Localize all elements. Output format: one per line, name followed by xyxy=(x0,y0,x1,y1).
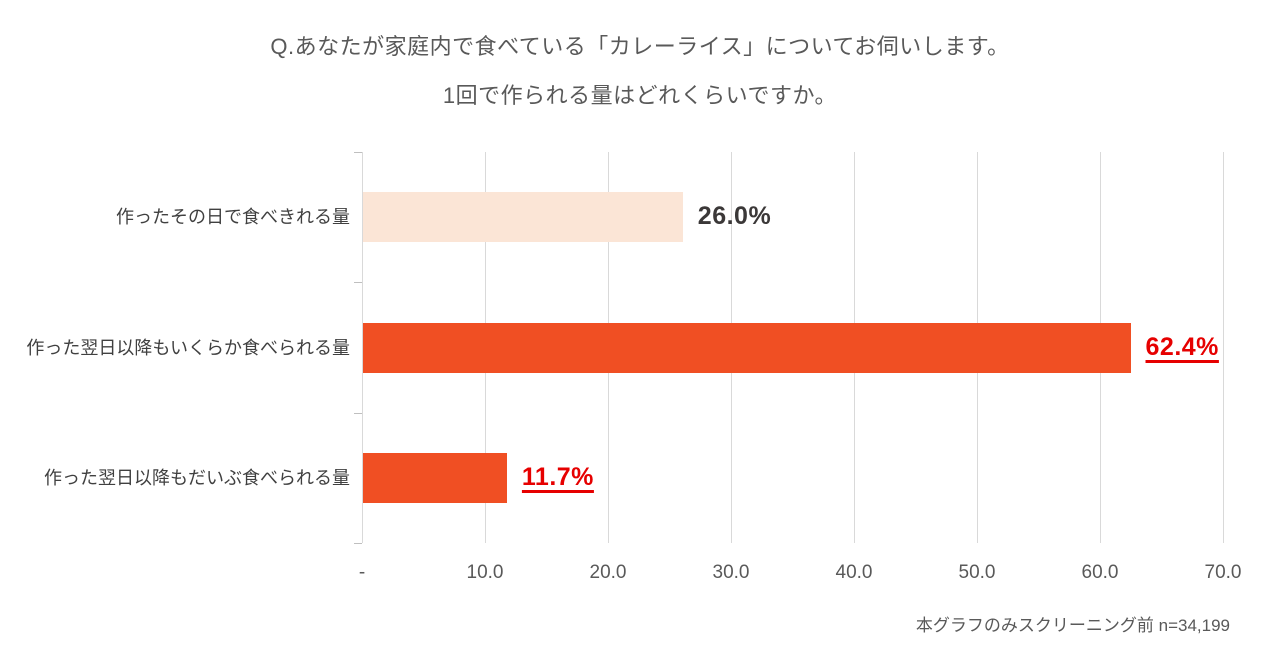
gridline xyxy=(1223,152,1224,543)
chart-question-title: Q.あなたが家庭内で食べている「カレーライス」についてお伺いします。 1回で作ら… xyxy=(0,22,1280,120)
x-axis-tick-label: 40.0 xyxy=(835,562,873,583)
x-axis-tick-label: 30.0 xyxy=(712,562,750,583)
category-axis-tick xyxy=(354,543,362,544)
value-label: 62.4% xyxy=(1145,332,1219,361)
x-axis-tick-label: - xyxy=(358,562,366,583)
bar-segment xyxy=(363,452,507,503)
x-axis-tick-label: 60.0 xyxy=(1081,562,1119,583)
x-axis-tick-label: 50.0 xyxy=(958,562,996,583)
category-axis-tick xyxy=(354,412,362,414)
sample-size-note: 本グラフのみスクリーニング前 n=34,199 xyxy=(915,616,1230,635)
x-axis-tick-label: 70.0 xyxy=(1204,562,1242,583)
bar-segment xyxy=(363,192,683,243)
category-label: 作った翌日以降もいくらか食べられる量 xyxy=(26,337,350,358)
value-label: 11.7% xyxy=(521,462,594,491)
title-line-2: 1回で作られる量はどれくらいですか。 xyxy=(442,83,838,108)
category-axis-tick xyxy=(354,152,362,153)
category-label: 作った翌日以降もだいぶ食べられる量 xyxy=(44,467,350,488)
category-label: 作ったその日で食べきれる量 xyxy=(116,207,350,228)
value-label: 26.0% xyxy=(697,202,772,231)
title-line-1: Q.あなたが家庭内で食べている「カレーライス」についてお伺いします。 xyxy=(270,34,1010,59)
x-axis-tick-label: 10.0 xyxy=(466,562,504,583)
category-axis-line xyxy=(362,152,363,543)
x-axis-tick-label: 20.0 xyxy=(589,562,627,583)
category-axis-tick xyxy=(354,282,362,284)
bar-segment xyxy=(363,322,1131,373)
